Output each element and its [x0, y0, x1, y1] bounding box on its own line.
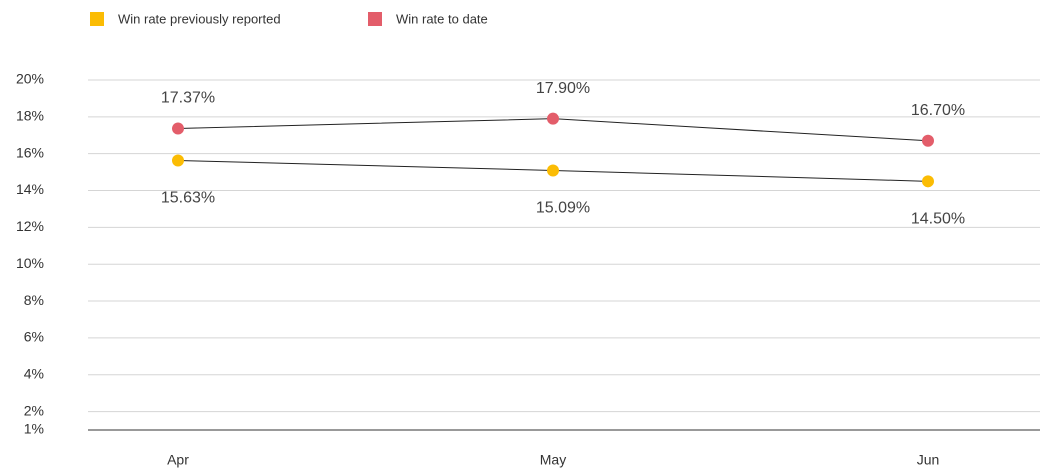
point — [172, 154, 184, 167]
y-tick-label: 4% — [24, 365, 44, 381]
value-label: 17.37% — [161, 90, 215, 107]
value-label: 16.70% — [911, 102, 965, 119]
legend-label: Win rate to date — [396, 11, 488, 26]
point — [922, 175, 934, 188]
y-tick-label: 10% — [16, 255, 44, 271]
point — [922, 134, 934, 147]
value-label: 15.63% — [161, 190, 215, 207]
y-tick-label: 14% — [16, 181, 44, 197]
y-tick-label: 1% — [24, 421, 44, 437]
y-tick-label: 6% — [24, 329, 44, 345]
point — [547, 112, 559, 125]
y-tick-label: 12% — [16, 218, 44, 234]
point — [172, 122, 184, 135]
y-tick-label: 16% — [16, 144, 44, 160]
legend-swatch — [368, 12, 382, 26]
x-tick-label: Jun — [917, 452, 940, 468]
value-label: 15.09% — [536, 200, 590, 217]
legend-label: Win rate previously reported — [118, 11, 281, 26]
value-label: 14.50% — [911, 211, 965, 228]
y-tick-label: 2% — [24, 402, 44, 418]
value-label: 17.90% — [536, 80, 590, 97]
y-tick-label: 20% — [16, 71, 44, 87]
x-tick-label: May — [540, 452, 566, 468]
point — [547, 164, 559, 177]
y-tick-label: 8% — [24, 292, 44, 308]
y-tick-label: 18% — [16, 108, 44, 124]
legend-swatch — [90, 12, 104, 26]
x-tick-label: Apr — [167, 452, 189, 468]
